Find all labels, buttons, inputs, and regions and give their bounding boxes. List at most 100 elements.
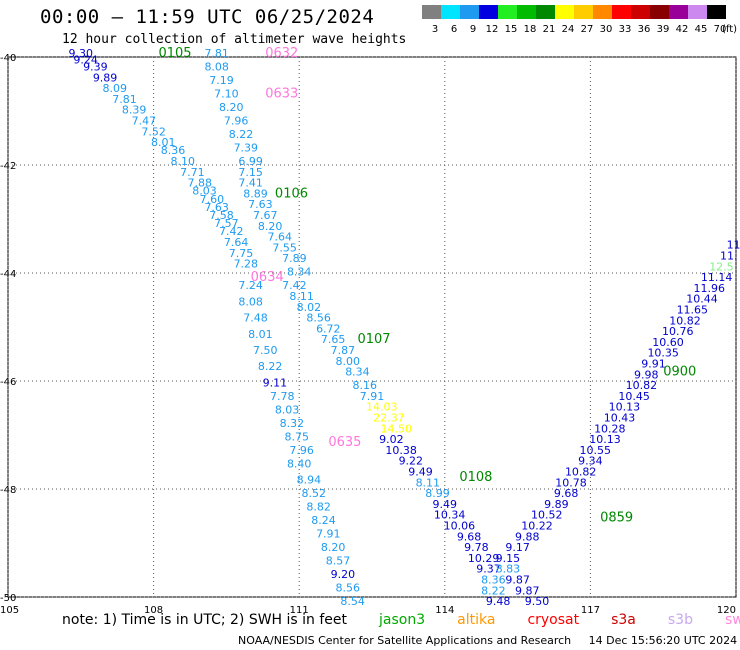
colorbar-swatch [422,5,441,19]
swh-value: 6.72 [316,322,341,335]
pass-time-label: 0107 [357,332,390,347]
swh-value: 9.89 [93,71,118,84]
swh-value: 9.24 [73,53,98,66]
timestamp: 14 Dec 15:56:20 UTC 2024 [588,634,738,647]
swh-value: 8.22 [258,360,283,373]
swh-value: 8.22 [229,128,254,141]
pass-time-label: 0635 [328,435,361,450]
swh-value: 10.43 [604,412,636,425]
swh-value: 8.03 [192,185,217,198]
swh-value: 7.50 [253,344,278,357]
swh-value: 7.65 [321,333,346,346]
colorbar-label: 24 [562,24,575,35]
swh-value: 8.11 [416,476,441,489]
swh-value: 8.09 [103,82,128,95]
data-marks: 9.309.249.399.898.097.818.397.477.528.01… [69,46,740,608]
colorbar-label: 18 [524,24,537,35]
colorbar-label: 39 [657,24,670,35]
swh-value: 8.82 [306,501,331,514]
swh-value: 8.02 [297,301,322,314]
colorbar-swatch [612,5,631,19]
swh-value: 7.63 [248,198,273,211]
swh-value: 8.11 [289,290,314,303]
pass-time-label: 0105 [158,46,191,61]
swh-value: 8.54 [340,595,365,608]
colorbar-swatch [631,5,650,19]
swh-value: 14.03 [366,401,398,414]
swh-value: 7.42 [219,225,244,238]
swh-value: 10.13 [589,433,621,446]
swh-value: 9.49 [408,466,433,479]
colorbar-label: 3 [432,24,438,35]
colorbar-swatch [688,5,707,19]
swh-value: 7.60 [200,193,225,206]
pass-time-label: 0633 [265,87,298,102]
swh-value: 10.82 [565,466,597,479]
swh-value: 7.57 [214,217,239,230]
swh-value: 7.81 [204,47,229,60]
swh-value: 9.48 [486,595,511,608]
swh-value: 10.29 [468,552,500,565]
swh-value: 8.83 [496,563,521,576]
swh-value: 8.20 [219,101,244,114]
swh-value: 9.68 [554,487,579,500]
swh-value: 8.52 [302,487,327,500]
swh-value: 8.34 [287,266,312,279]
swh-value: 7.67 [253,209,278,222]
swh-value: 7.47 [132,115,157,128]
swh-value: 8.01 [151,136,176,149]
colorbar-label: 70 [714,24,727,35]
pass-time-label: 0900 [663,365,696,380]
colorbar-swatch [536,5,555,19]
swh-value: 9.22 [399,455,424,468]
swh-value: 8.89 [243,187,268,200]
colorbar-label: 12 [486,24,499,35]
x-tick-label: 105 [0,605,19,616]
swh-value: 10.28 [594,422,626,435]
swh-value: 7.42 [282,279,307,292]
swh-value: 7.48 [243,312,268,325]
colorbar-label: 9 [470,24,476,35]
colorbar-label: 30 [600,24,613,35]
swh-value: 8.00 [335,355,360,368]
swh-value: 10.34 [434,509,466,522]
swh-value: 9.88 [515,530,540,543]
swh-value: 8.94 [297,474,322,487]
swh-value: 11.65 [677,304,709,317]
colorbar-label: 42 [676,24,689,35]
swh-value: 8.36 [161,144,186,157]
swh-value: 9.15 [496,552,521,565]
colorbar-swatch [650,5,669,19]
colorbar-label: 21 [543,24,556,35]
colorbar-label: 45 [695,24,708,35]
swh-value: 8.39 [122,104,147,117]
colorbar-legend: 3 6 9 12 15 18 21 24 27 30 33 36 39 42 45 70(ft) [422,5,737,35]
y-tick-label: -42 [0,161,16,172]
swh-value: 12.5 [709,260,734,273]
swh-value: 9.98 [634,368,659,381]
swh-value: 9.34 [578,455,603,468]
swh-value: 9.17 [505,541,530,554]
swh-value: 7.89 [282,252,307,265]
swh-value: 11.96 [694,282,726,295]
swh-value: 11. [720,250,738,263]
swh-value: 8.01 [248,328,273,341]
swh-value: 10.38 [385,444,417,457]
colorbar-swatch [707,5,726,19]
swh-value: 11 [727,239,740,252]
swh-value: 9.02 [379,433,404,446]
satellite-s3a: s3a [611,612,636,628]
swh-value: 10.76 [662,325,694,338]
swh-value: 10.60 [652,336,684,349]
swh-value: 8.08 [204,61,229,74]
satellite-jason3: jason3 [379,612,426,628]
swh-value: 6.99 [238,155,263,168]
swh-value: 10.13 [609,401,641,414]
colorbar-swatch [441,5,460,19]
swh-value: 9.37 [476,563,501,576]
colorbar-swatch [517,5,536,19]
swh-value: 8.16 [352,379,377,392]
x-tick-label: 108 [144,605,163,616]
swh-value: 7.55 [272,241,297,254]
